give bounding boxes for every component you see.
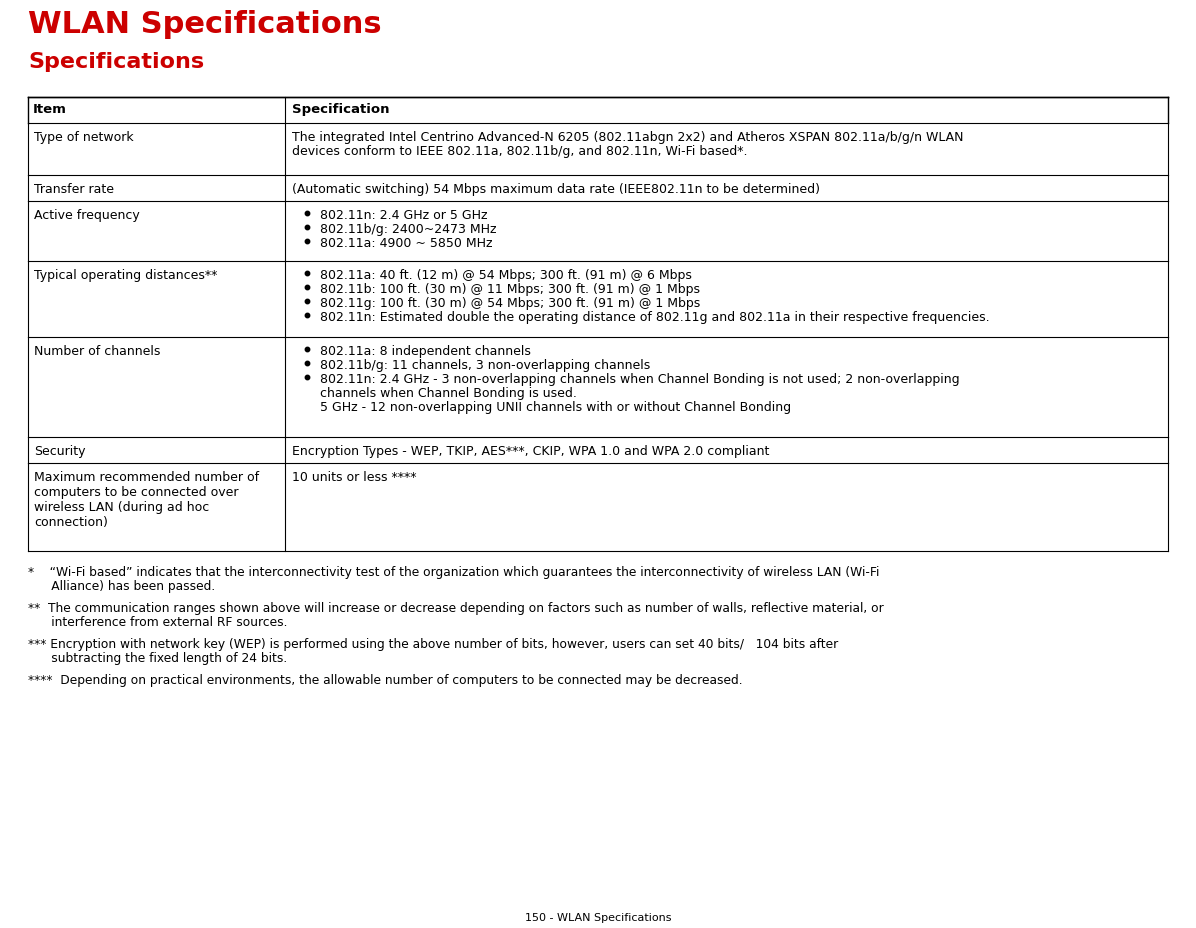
Text: 5 GHz - 12 non-overlapping UNII channels with or without Channel Bonding: 5 GHz - 12 non-overlapping UNII channels…	[321, 401, 791, 414]
Text: Specifications: Specifications	[28, 52, 205, 72]
Text: 802.11n: 2.4 GHz - 3 non-overlapping channels when Channel Bonding is not used; : 802.11n: 2.4 GHz - 3 non-overlapping cha…	[321, 373, 959, 386]
Text: channels when Channel Bonding is used.: channels when Channel Bonding is used.	[321, 387, 576, 400]
Text: Alliance) has been passed.: Alliance) has been passed.	[28, 579, 215, 592]
Text: devices conform to IEEE 802.11a, 802.11b/g, and 802.11n, Wi-Fi based*.: devices conform to IEEE 802.11a, 802.11b…	[292, 145, 748, 158]
Text: 150 - WLAN Specifications: 150 - WLAN Specifications	[525, 912, 671, 922]
Text: **  The communication ranges shown above will increase or decrease depending on : ** The communication ranges shown above …	[28, 601, 884, 614]
Text: 802.11g: 100 ft. (30 m) @ 54 Mbps; 300 ft. (91 m) @ 1 Mbps: 802.11g: 100 ft. (30 m) @ 54 Mbps; 300 f…	[321, 297, 700, 310]
Text: 802.11a: 8 independent channels: 802.11a: 8 independent channels	[321, 344, 531, 357]
Text: WLAN Specifications: WLAN Specifications	[28, 10, 382, 39]
Text: 10 units or less ****: 10 units or less ****	[292, 470, 416, 483]
Text: Transfer rate: Transfer rate	[33, 183, 114, 196]
Text: *    “Wi-Fi based” indicates that the interconnectivity test of the organization: * “Wi-Fi based” indicates that the inter…	[28, 565, 879, 578]
Text: 802.11a: 4900 ~ 5850 MHz: 802.11a: 4900 ~ 5850 MHz	[321, 237, 493, 250]
Text: Active frequency: Active frequency	[33, 209, 140, 222]
Text: *** Encryption with network key (WEP) is performed using the above number of bit: *** Encryption with network key (WEP) is…	[28, 638, 838, 651]
Text: 802.11a: 40 ft. (12 m) @ 54 Mbps; 300 ft. (91 m) @ 6 Mbps: 802.11a: 40 ft. (12 m) @ 54 Mbps; 300 ft…	[321, 269, 691, 282]
Text: The integrated Intel Centrino Advanced-N 6205 (802.11abgn 2x2) and Atheros XSPAN: The integrated Intel Centrino Advanced-N…	[292, 131, 964, 144]
Text: (Automatic switching) 54 Mbps maximum data rate (IEEE802.11n to be determined): (Automatic switching) 54 Mbps maximum da…	[292, 183, 820, 196]
Text: Item: Item	[33, 103, 67, 116]
Text: Specification: Specification	[292, 103, 390, 116]
Text: 802.11b/g: 11 channels, 3 non-overlapping channels: 802.11b/g: 11 channels, 3 non-overlappin…	[321, 358, 651, 371]
Text: 802.11n: 2.4 GHz or 5 GHz: 802.11n: 2.4 GHz or 5 GHz	[321, 209, 488, 222]
Text: Encryption Types - WEP, TKIP, AES***, CKIP, WPA 1.0 and WPA 2.0 compliant: Encryption Types - WEP, TKIP, AES***, CK…	[292, 445, 769, 458]
Text: 802.11b/g: 2400~2473 MHz: 802.11b/g: 2400~2473 MHz	[321, 223, 496, 236]
Text: subtracting the fixed length of 24 bits.: subtracting the fixed length of 24 bits.	[28, 651, 287, 664]
Text: 802.11b: 100 ft. (30 m) @ 11 Mbps; 300 ft. (91 m) @ 1 Mbps: 802.11b: 100 ft. (30 m) @ 11 Mbps; 300 f…	[321, 283, 700, 296]
Text: Number of channels: Number of channels	[33, 344, 160, 357]
Text: Typical operating distances**: Typical operating distances**	[33, 269, 218, 282]
Text: Type of network: Type of network	[33, 131, 134, 144]
Text: Maximum recommended number of
computers to be connected over
wireless LAN (durin: Maximum recommended number of computers …	[33, 470, 260, 528]
Text: Security: Security	[33, 445, 85, 458]
Text: 802.11n: Estimated double the operating distance of 802.11g and 802.11a in their: 802.11n: Estimated double the operating …	[321, 311, 989, 324]
Text: interference from external RF sources.: interference from external RF sources.	[28, 615, 287, 628]
Text: ****  Depending on practical environments, the allowable number of computers to : **** Depending on practical environments…	[28, 674, 743, 687]
